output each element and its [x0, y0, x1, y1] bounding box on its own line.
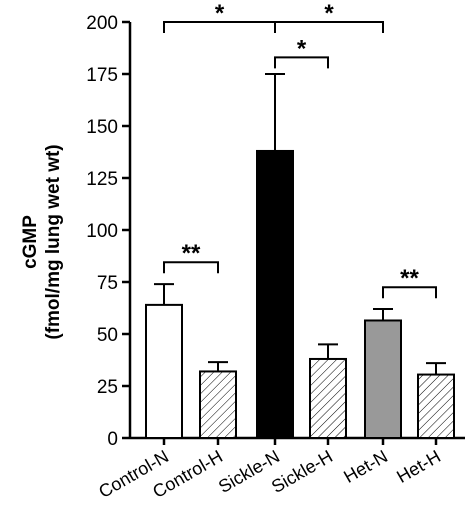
y-tick-label: 25: [97, 377, 118, 398]
significance-label: **: [182, 240, 201, 267]
y-tick-label: 150: [86, 117, 118, 138]
y-tick-label: 125: [86, 169, 118, 190]
y-tick-label: 200: [86, 13, 118, 34]
y-tick-label: 100: [86, 221, 118, 242]
bar: [199, 370, 237, 439]
significance-label: **: [400, 265, 419, 292]
x-tick-label: Het-H: [393, 446, 444, 487]
y-axis-label: cGMP: [20, 215, 41, 269]
x-tick-label: Het-N: [340, 446, 391, 487]
bar: [256, 149, 294, 440]
significance-label: *: [215, 0, 225, 27]
bar: [145, 303, 183, 439]
significance-bracket: [163, 261, 219, 274]
x-tick-label: Sickle-H: [268, 446, 336, 497]
significance-bracket: [274, 56, 329, 69]
y-axis-label: (fmol/mg lung wet wt): [43, 144, 64, 339]
y-tick-label: 175: [86, 65, 118, 86]
y-tick-label: 50: [97, 325, 118, 346]
significance-bracket: [382, 286, 437, 299]
significance-bracket: [274, 21, 384, 33]
bar: [417, 373, 455, 439]
y-tick-label: 0: [107, 429, 118, 450]
bar: [309, 357, 347, 439]
significance-label: *: [324, 0, 334, 27]
y-tick-label: 75: [97, 273, 118, 294]
significance-label: *: [297, 35, 307, 62]
bar: [364, 319, 402, 440]
